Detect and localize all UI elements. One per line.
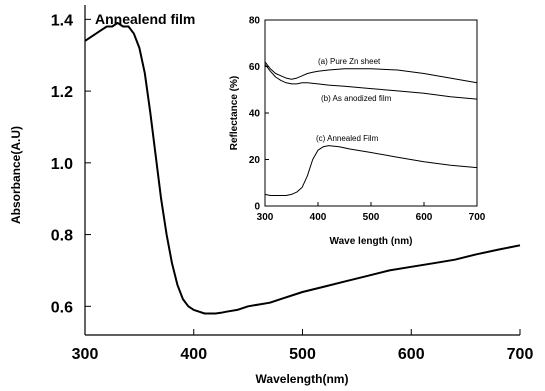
inset-x-tick-label: 300 (257, 212, 274, 223)
inset-y-axis-label: Reflectance (%) (229, 76, 240, 150)
inset-plot: 300 400 500 600 700 0 20 40 60 80 Wave length (n… (229, 16, 486, 248)
main-plot: 300 400 500 600 700 0.60.81.01.21.4 Annealen… (9, 5, 533, 386)
main-series-line-0 (84, 21, 521, 315)
main-x-tick-label: 500 (289, 346, 316, 363)
main-y-tick-label: 1.2 (51, 84, 73, 101)
main-x-tick-label: 400 (180, 346, 207, 363)
main-y-tick-label: 1.0 (51, 156, 73, 173)
inset-y-tick-label: 40 (249, 109, 261, 120)
main-x-ticks: 300 400 500 600 700 (72, 329, 534, 363)
main-x-tick-label: 600 (398, 346, 425, 363)
inset-x-ticks: 300 400 500 600 700 (257, 202, 486, 223)
main-y-tick-label: 1.4 (51, 12, 73, 29)
inset-y-tick-label: 0 (254, 202, 260, 213)
inset-frame (264, 19, 478, 207)
main-y-axis-label: Absorbance(A.U) (9, 126, 23, 224)
inset-x-tick-label: 400 (310, 212, 327, 223)
inset-x-tick-label: 600 (416, 212, 433, 223)
inset-series-label-a: (a) Pure Zn sheet (318, 57, 381, 66)
main-x-tick-label: 300 (72, 346, 99, 363)
main-y-tick-label: 0.6 (51, 299, 73, 316)
inset-x-tick-label: 500 (363, 212, 380, 223)
main-y-ticks: 0.6 0.8 1.0 1.2 1.4 (51, 12, 91, 316)
inset-series-label-b: (b) As anodized film (321, 94, 392, 103)
inset-x-tick-label: 700 (469, 212, 486, 223)
inset-series-line-1 (264, 63, 478, 100)
inset-y-tick-label: 80 (249, 16, 261, 27)
main-x-axis-label: Wavelength(nm) (256, 372, 349, 386)
inset-series-line-0 (264, 61, 478, 84)
main-x-tick-label: 700 (507, 346, 534, 363)
main-title: Annealend film (95, 11, 195, 27)
inset-y-tick-label: 60 (249, 62, 261, 73)
inset-x-axis-label: Wave length (nm) (330, 236, 413, 247)
inset-series-line-2 (264, 145, 478, 196)
main-y-tick-label: 0.8 (51, 228, 73, 245)
inset-y-ticks: 0 20 40 60 80 (249, 16, 269, 213)
inset-series (264, 61, 478, 196)
main-series (84, 21, 521, 315)
inset-y-tick-label: 20 (249, 155, 261, 166)
inset-series-label-c: (c) Annealed Film (316, 134, 379, 143)
